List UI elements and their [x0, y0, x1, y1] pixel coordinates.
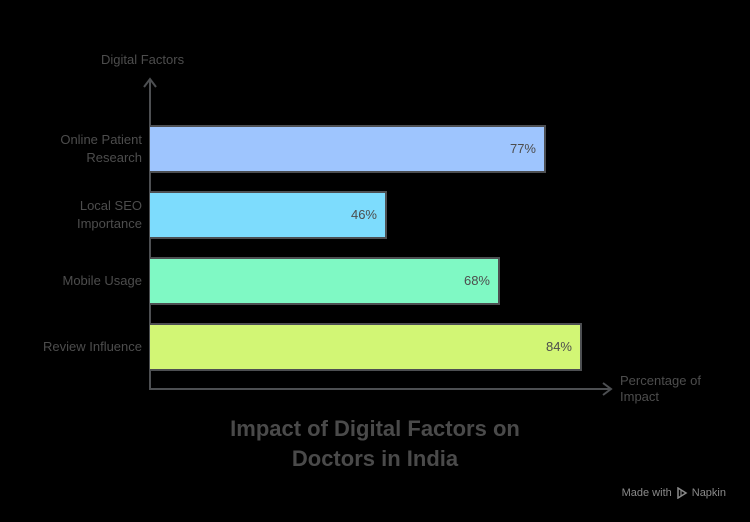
category-label-mobile-usage: Mobile Usage [62, 273, 143, 288]
bar-value: 68% [463, 273, 490, 288]
bar-online-patient-research: 77% [150, 125, 546, 173]
category-label-review-influence: Review Influence [43, 339, 142, 354]
bar-mobile-usage: 68% [150, 257, 500, 305]
made-with-label: Made with [621, 487, 672, 499]
x-axis-title: Percentage of Impact [620, 373, 701, 404]
category-label-online-patient-research: Online Patient Research [60, 132, 142, 165]
bar-review-influence: 84% [150, 323, 582, 371]
bar-value: 46% [350, 207, 377, 222]
category-label-local-seo-importance: Local SEO Importance [76, 198, 142, 231]
napkin-logo-icon [677, 487, 688, 499]
bar-local-seo-importance: 46% [150, 191, 387, 239]
y-axis-title: Digital Factors [101, 52, 185, 67]
bar-value: 84% [545, 339, 572, 354]
chart-title: Impact of Digital Factors on Doctors in I… [230, 416, 520, 471]
made-with-napkin: Made with Napkin [622, 487, 726, 499]
bar-value: 77% [509, 141, 536, 156]
napkin-brand-label: Napkin [691, 487, 726, 499]
